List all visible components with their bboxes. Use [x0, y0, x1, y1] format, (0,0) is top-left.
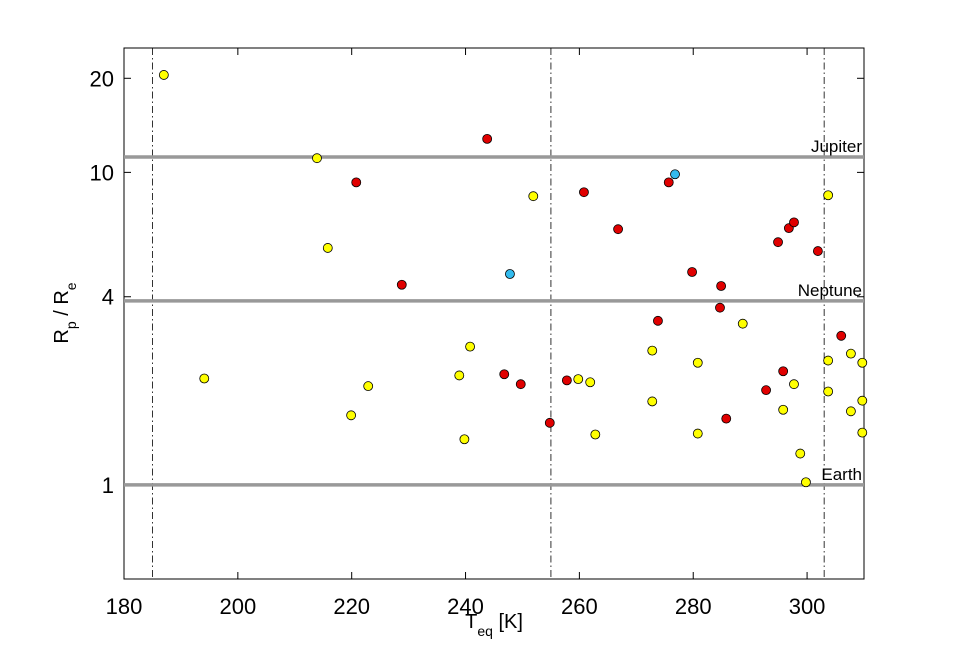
data-point	[585, 377, 596, 388]
data-point	[465, 341, 475, 352]
xlabel-part: T	[465, 611, 477, 633]
data-point	[857, 395, 868, 406]
data-point	[812, 246, 823, 256]
x-tick-label: 300	[789, 594, 826, 619]
ylabel-part: R	[51, 329, 73, 343]
data-point	[158, 70, 169, 80]
x-tick-label: 200	[219, 594, 256, 619]
x-tick-label: 220	[333, 594, 370, 619]
ylabel: Rp / Re	[51, 282, 79, 343]
data-point	[396, 279, 407, 290]
y-tick-label: 4	[102, 285, 114, 310]
reference-label: Earth	[821, 465, 862, 484]
data-point	[199, 373, 210, 384]
x-tick-label: 280	[675, 594, 712, 619]
data-point	[459, 434, 470, 445]
data-point	[544, 417, 555, 428]
data-point	[515, 379, 526, 390]
data-point	[778, 404, 789, 415]
data-point	[715, 302, 725, 313]
data-point	[778, 366, 789, 377]
data-point	[692, 428, 703, 439]
ylabel-part: e	[63, 282, 79, 290]
data-point	[528, 191, 539, 202]
reference-label: Jupiter	[811, 137, 862, 156]
data-point	[761, 385, 771, 396]
y-tick-label: 20	[90, 66, 114, 91]
data-point	[801, 477, 811, 488]
data-point	[482, 133, 493, 144]
data-point	[721, 413, 732, 424]
plot-frame	[123, 47, 865, 580]
data-point	[789, 379, 799, 390]
x-tick-label: 180	[106, 594, 143, 619]
reference-label: Neptune	[798, 281, 862, 300]
x-tick-label: 240	[447, 594, 484, 619]
data-point	[670, 169, 680, 180]
xlabel-part: eq	[477, 623, 493, 639]
x-tick-label: 260	[561, 594, 598, 619]
data-point	[499, 369, 510, 380]
data-point	[716, 281, 727, 291]
ylabel-part: / R	[51, 290, 73, 321]
data-point	[590, 429, 601, 440]
data-point	[846, 348, 856, 359]
data-point	[613, 224, 623, 235]
data-point	[857, 427, 868, 438]
data-point	[561, 375, 572, 386]
data-point	[454, 370, 465, 381]
data-point	[346, 410, 357, 421]
data-point	[687, 267, 697, 277]
data-point	[846, 406, 856, 417]
data-point	[505, 269, 515, 279]
data-point	[789, 217, 799, 228]
data-point	[823, 386, 834, 397]
data-point	[351, 177, 362, 188]
data-point	[647, 345, 658, 356]
xlabel-part: [K]	[493, 611, 523, 633]
data-point	[312, 153, 322, 164]
data-point	[836, 330, 847, 341]
data-point	[857, 357, 868, 368]
data-point	[647, 396, 658, 407]
data-point	[653, 315, 663, 326]
data-point	[322, 243, 333, 253]
data-point	[823, 190, 834, 201]
data-point	[737, 318, 748, 329]
data-point	[663, 177, 674, 188]
data-point	[823, 355, 834, 366]
ylabel-part: p	[63, 321, 79, 329]
data-point	[773, 237, 783, 248]
xlabel: Teq [K]	[465, 611, 523, 639]
data-point	[692, 357, 703, 368]
y-tick-label: 1	[102, 473, 114, 498]
data-point	[579, 187, 589, 198]
data-point	[795, 448, 806, 459]
data-point	[363, 381, 374, 392]
y-tick-label: 10	[90, 160, 114, 185]
data-point	[573, 374, 584, 385]
